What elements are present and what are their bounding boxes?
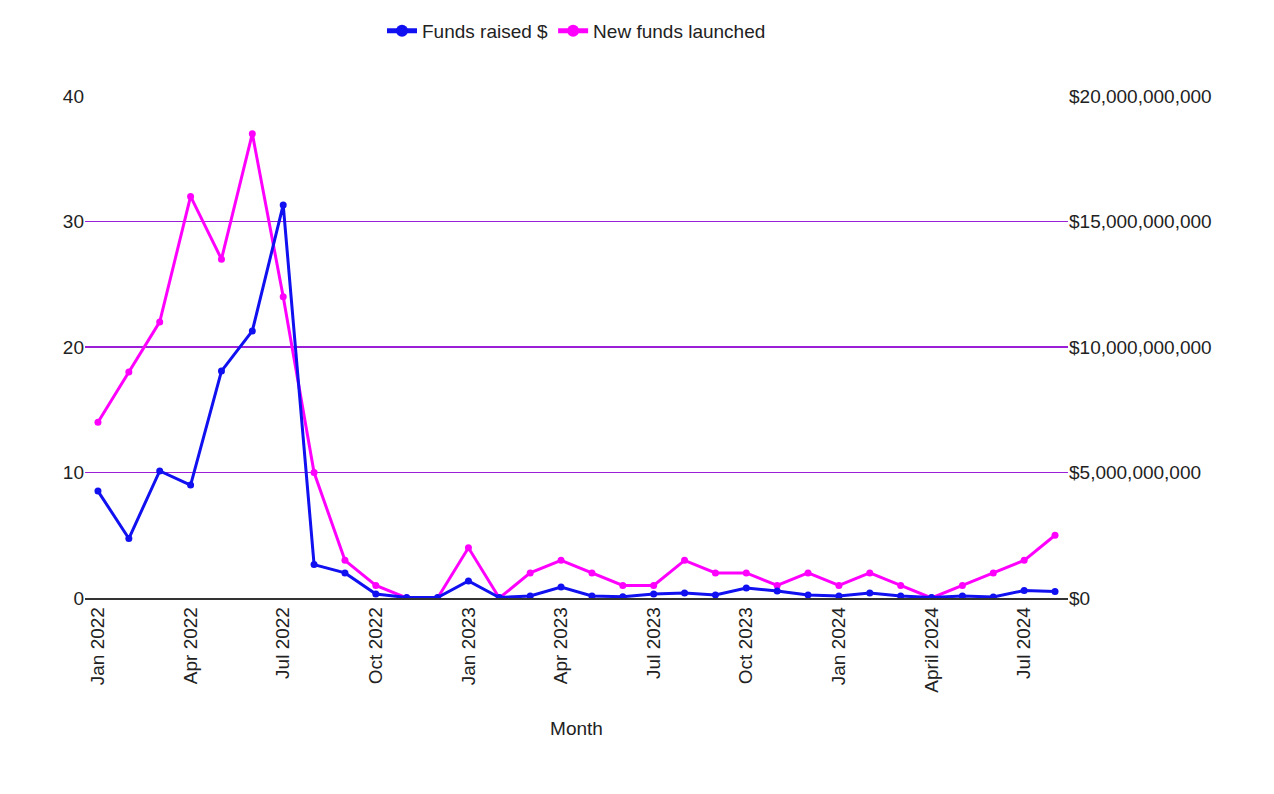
svg-text:$20,000,000,000: $20,000,000,000 [1069,86,1212,107]
svg-text:10: 10 [63,462,84,483]
svg-text:Jan 2024: Jan 2024 [828,607,849,686]
svg-text:New funds launched: New funds launched [593,21,765,42]
svg-text:$10,000,000,000: $10,000,000,000 [1069,337,1212,358]
svg-text:Jul 2022: Jul 2022 [272,607,293,679]
svg-text:Month: Month [550,718,603,739]
svg-text:$0: $0 [1069,588,1090,609]
svg-text:Jul 2024: Jul 2024 [1013,607,1034,679]
svg-text:40: 40 [63,86,84,107]
svg-text:0: 0 [73,588,84,609]
svg-text:Jan 2023: Jan 2023 [458,607,479,685]
svg-text:Funds raised $: Funds raised $ [422,21,548,42]
svg-text:Apr 2023: Apr 2023 [550,607,571,684]
svg-text:20: 20 [63,337,84,358]
svg-text:$5,000,000,000: $5,000,000,000 [1069,462,1201,483]
svg-text:Oct 2023: Oct 2023 [735,607,756,684]
svg-text:30: 30 [63,211,84,232]
svg-text:$15,000,000,000: $15,000,000,000 [1069,211,1212,232]
svg-text:Jan 2022: Jan 2022 [87,607,108,685]
svg-text:April 2024: April 2024 [921,607,942,693]
svg-text:Apr 2022: Apr 2022 [180,607,201,684]
svg-text:Jul 2023: Jul 2023 [643,607,664,679]
svg-text:Oct 2022: Oct 2022 [365,607,386,684]
